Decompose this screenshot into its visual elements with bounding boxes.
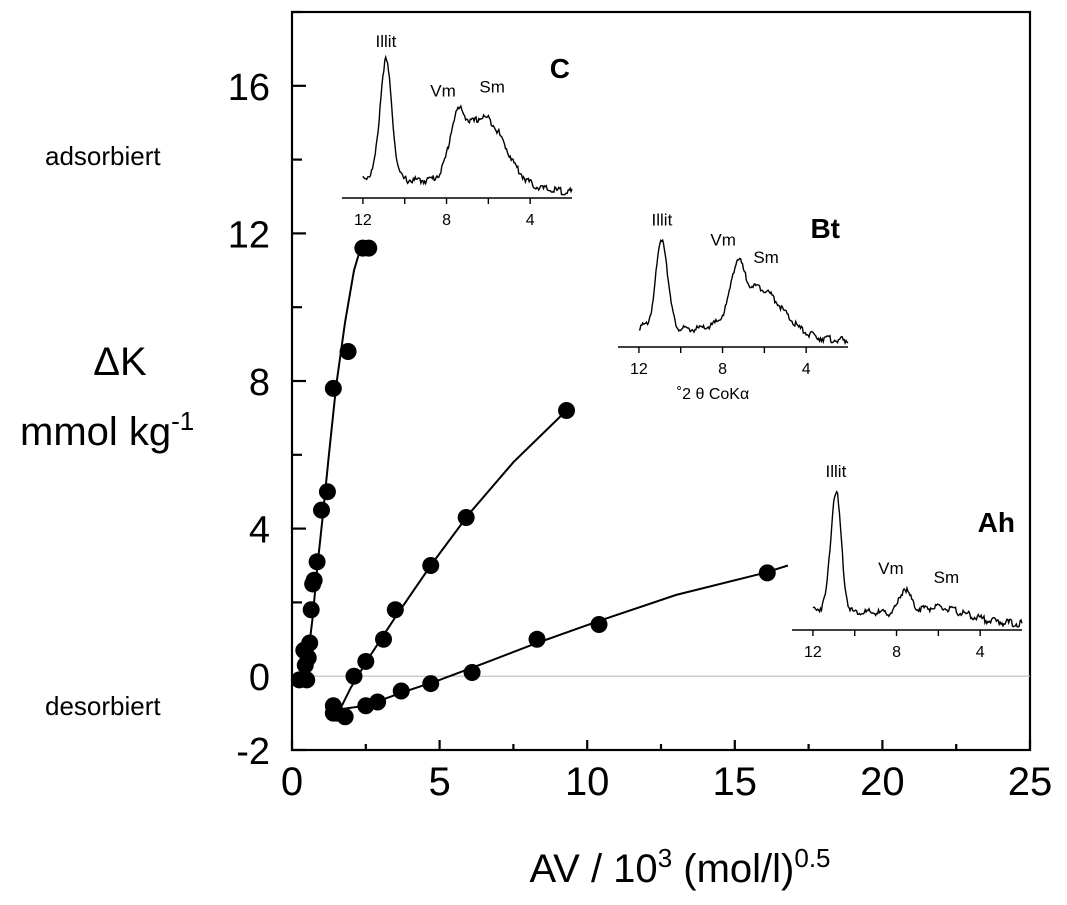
y-axis-title-line1: ΔK xyxy=(93,340,147,384)
series-3-point xyxy=(590,616,608,634)
series-2-point xyxy=(345,667,363,685)
series-1-point xyxy=(313,501,331,519)
inset-C: 12 8 4 Illit Vm Sm C xyxy=(342,32,573,229)
y-tick-label: 12 xyxy=(228,214,270,256)
inset-peak-label-sm: Sm xyxy=(479,78,505,97)
series-1-point xyxy=(302,601,320,619)
series-2-curve xyxy=(335,409,568,718)
x-axis-title-sup: 3 xyxy=(658,843,672,873)
x-tick-label: 0 xyxy=(281,760,303,804)
inset-peak-label-vm: Vm xyxy=(710,231,736,250)
series-1-point xyxy=(318,483,336,501)
y-axis-title-sup: -1 xyxy=(171,406,194,436)
series-2-point xyxy=(558,402,576,420)
y-tick-label: 16 xyxy=(228,67,270,109)
inset-name: Ah xyxy=(978,507,1015,538)
y-tick-label: 4 xyxy=(249,510,270,552)
x-tick-label: 20 xyxy=(860,760,905,804)
inset-name: Bt xyxy=(810,213,840,244)
y-tick-label: 0 xyxy=(249,657,270,699)
inset-tick-label: 4 xyxy=(802,361,811,378)
x-axis-title-main: AV / 10 xyxy=(529,847,657,891)
series-3-point xyxy=(422,675,440,693)
inset-trace xyxy=(812,490,1023,628)
x-tick-label: 5 xyxy=(428,760,450,804)
inset-peak-label-illit: Illit xyxy=(652,211,673,230)
series-2-point xyxy=(457,509,475,527)
y-tick-label: 8 xyxy=(249,362,270,404)
inset-tick-label: 12 xyxy=(630,361,648,378)
adsorbed-label: adsorbiert xyxy=(45,141,161,171)
series-3-point xyxy=(392,682,410,700)
series-3-point xyxy=(336,708,354,726)
inset-Bt: 12 8 4 ˚2 θ CoKα Illit Vm Sm Bt xyxy=(618,211,849,403)
inset-name: C xyxy=(550,53,570,84)
series-1-point xyxy=(308,553,326,571)
y-tick-label: -2 xyxy=(236,731,270,773)
y-axis-title-unit: mmol kg xyxy=(20,410,171,454)
inset-trace xyxy=(362,54,573,196)
inset-tick-label: 4 xyxy=(526,212,535,229)
inset-tick-label: 12 xyxy=(804,644,822,661)
series-3-point xyxy=(758,564,776,582)
x-axis-title-tail-sup: 0.5 xyxy=(794,843,830,873)
series-1-point xyxy=(339,342,357,360)
inset-peak-label-illit: Illit xyxy=(826,462,847,481)
series-1-point xyxy=(298,671,316,689)
inset-tick-label: 8 xyxy=(718,361,727,378)
series-3-point xyxy=(528,630,546,648)
inset-peak-label-sm: Sm xyxy=(934,568,960,587)
series-1-point xyxy=(360,239,378,257)
x-axis-title: AV / 103 (mol/l)0.5 xyxy=(529,843,830,891)
series-1-point xyxy=(299,649,317,667)
inset-tick-label: 4 xyxy=(976,644,985,661)
desorbed-label: desorbiert xyxy=(45,691,161,721)
series-1-point xyxy=(301,634,319,652)
inset-Ah: 12 8 4 Illit Vm Sm Ah xyxy=(792,462,1023,661)
inset-tick-label: 8 xyxy=(892,644,901,661)
x-tick-label: 15 xyxy=(713,760,758,804)
x-axis-title-tail: (mol/l) xyxy=(672,847,794,891)
inset-peak-label-vm: Vm xyxy=(430,81,456,100)
plot-area: 0 5 10 15 20 25 -2 0 4 8 12 16 xyxy=(228,10,1053,804)
inset-peak-label-sm: Sm xyxy=(753,248,779,267)
series-3-point xyxy=(463,664,481,682)
plot-frame xyxy=(290,10,1032,752)
inset-trace xyxy=(638,238,849,346)
series-2-point xyxy=(386,601,404,619)
inset-peak-label-illit: Illit xyxy=(376,32,397,51)
series-1-point xyxy=(324,379,342,397)
inset-tick-label: 12 xyxy=(354,212,372,229)
series-2-point xyxy=(375,630,393,648)
series-2-point xyxy=(357,652,375,670)
x-tick-label: 25 xyxy=(1008,760,1053,804)
inset-axis-label: ˚2 θ CoKα xyxy=(677,386,749,403)
y-axis-title-line2: mmol kg-1 xyxy=(20,406,194,454)
inset-peak-label-vm: Vm xyxy=(878,559,904,578)
series-3-point xyxy=(369,693,387,711)
inset-tick-label: 8 xyxy=(442,212,451,229)
x-tick-label: 10 xyxy=(565,760,610,804)
series-2-point xyxy=(422,557,440,574)
series-1-point xyxy=(305,571,323,589)
